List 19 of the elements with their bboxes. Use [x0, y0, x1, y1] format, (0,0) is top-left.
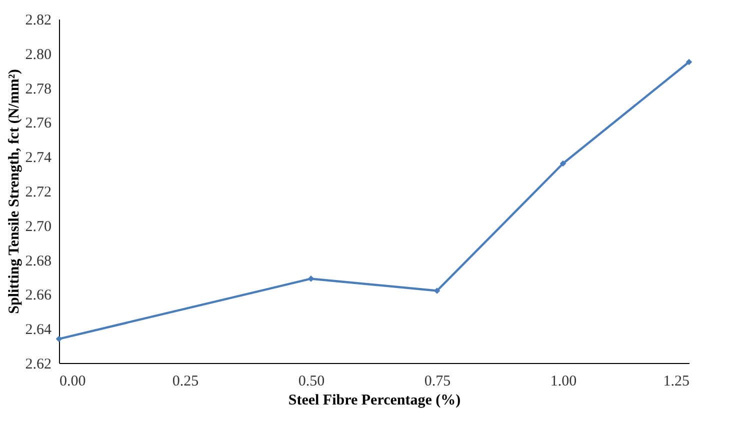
y-tick-label: 2.82: [25, 12, 52, 28]
y-tick-label: 2.76: [25, 116, 52, 132]
x-tick-label: 0.00: [60, 374, 86, 390]
y-tick-label: 2.80: [25, 46, 52, 63]
x-tick-label: 0.25: [172, 374, 199, 390]
y-tick-label: 2.64: [25, 322, 52, 338]
y-tick-label: 2.62: [25, 356, 52, 372]
y-tick-label: 2.70: [25, 218, 52, 235]
x-tick-label: 0.75: [424, 374, 451, 390]
x-axis-title: Steel Fibre Percentage (%): [288, 392, 461, 408]
y-tick-label: 2.66: [25, 288, 52, 304]
y-tick-label: 2.72: [25, 184, 52, 200]
x-tick-label: 1.00: [550, 374, 577, 390]
y-tick-label: 2.78: [25, 81, 52, 98]
y-tick-label: 2.68: [25, 253, 52, 270]
x-tick-label: 1.25: [663, 374, 690, 390]
y-axis-title: Splitting Tensile Strength, fct (N/mm²): [6, 69, 22, 314]
y-tick-label: 2.74: [25, 150, 52, 166]
x-tick-label: 0.50: [298, 374, 325, 390]
